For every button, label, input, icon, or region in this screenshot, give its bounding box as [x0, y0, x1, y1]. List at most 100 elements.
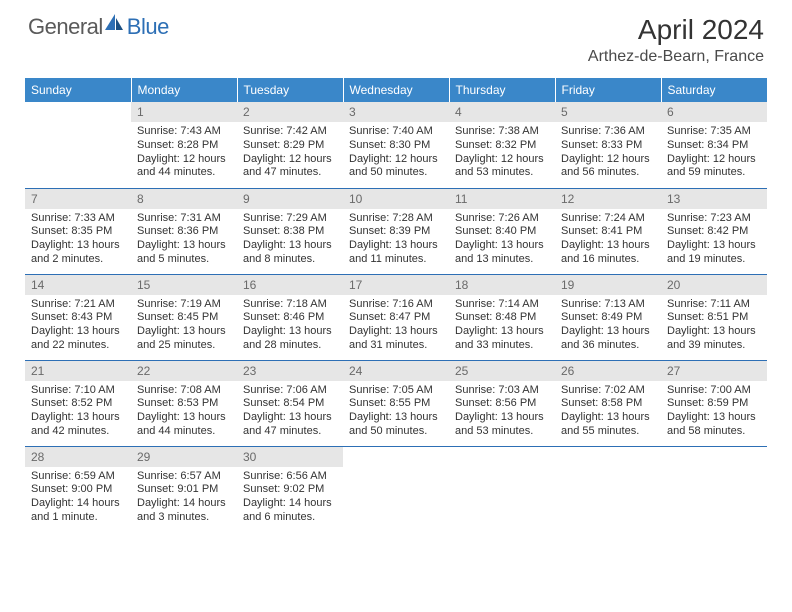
daylight-text: Daylight: 14 hours and 3 minutes. — [137, 497, 231, 525]
day-info: Sunrise: 7:24 AMSunset: 8:41 PMDaylight:… — [555, 209, 661, 271]
sunset-text: Sunset: 8:45 PM — [137, 311, 231, 325]
day-number: 14 — [25, 275, 131, 295]
sunset-text: Sunset: 8:41 PM — [561, 225, 655, 239]
weekday-header: Sunday — [25, 78, 131, 102]
weekday-header: Monday — [131, 78, 237, 102]
day-info: Sunrise: 7:31 AMSunset: 8:36 PMDaylight:… — [131, 209, 237, 271]
daylight-text: Daylight: 13 hours and 39 minutes. — [667, 325, 761, 353]
daylight-text: Daylight: 12 hours and 50 minutes. — [349, 153, 443, 181]
day-number: 21 — [25, 361, 131, 381]
daylight-text: Daylight: 13 hours and 36 minutes. — [561, 325, 655, 353]
page-title: April 2024 — [588, 14, 764, 46]
sunset-text: Sunset: 8:35 PM — [31, 225, 125, 239]
day-info: Sunrise: 7:33 AMSunset: 8:35 PMDaylight:… — [25, 209, 131, 271]
sunrise-text: Sunrise: 7:21 AM — [31, 298, 125, 312]
calendar-cell: . — [25, 102, 131, 188]
sunrise-text: Sunrise: 6:57 AM — [137, 470, 231, 484]
day-info: Sunrise: 7:05 AMSunset: 8:55 PMDaylight:… — [343, 381, 449, 443]
day-number: 1 — [131, 102, 237, 122]
calendar-body: .1Sunrise: 7:43 AMSunset: 8:28 PMDayligh… — [25, 102, 767, 532]
calendar-cell: 29Sunrise: 6:57 AMSunset: 9:01 PMDayligh… — [131, 446, 237, 532]
calendar-cell: 8Sunrise: 7:31 AMSunset: 8:36 PMDaylight… — [131, 188, 237, 274]
sunset-text: Sunset: 8:52 PM — [31, 397, 125, 411]
sunset-text: Sunset: 8:29 PM — [243, 139, 337, 153]
calendar-cell: 7Sunrise: 7:33 AMSunset: 8:35 PMDaylight… — [25, 188, 131, 274]
calendar-cell: 23Sunrise: 7:06 AMSunset: 8:54 PMDayligh… — [237, 360, 343, 446]
title-block: April 2024 Arthez-de-Bearn, France — [588, 14, 764, 66]
brand-logo: General Blue — [28, 14, 169, 40]
weekday-header: Tuesday — [237, 78, 343, 102]
daylight-text: Daylight: 13 hours and 33 minutes. — [455, 325, 549, 353]
calendar-cell: 18Sunrise: 7:14 AMSunset: 8:48 PMDayligh… — [449, 274, 555, 360]
sunrise-text: Sunrise: 7:35 AM — [667, 125, 761, 139]
calendar-cell: 4Sunrise: 7:38 AMSunset: 8:32 PMDaylight… — [449, 102, 555, 188]
sunset-text: Sunset: 8:47 PM — [349, 311, 443, 325]
calendar-cell: 24Sunrise: 7:05 AMSunset: 8:55 PMDayligh… — [343, 360, 449, 446]
daylight-text: Daylight: 13 hours and 11 minutes. — [349, 239, 443, 267]
calendar-row: 14Sunrise: 7:21 AMSunset: 8:43 PMDayligh… — [25, 274, 767, 360]
day-number: 28 — [25, 447, 131, 467]
day-info: Sunrise: 7:38 AMSunset: 8:32 PMDaylight:… — [449, 122, 555, 184]
calendar-table: SundayMondayTuesdayWednesdayThursdayFrid… — [25, 78, 767, 532]
day-info: Sunrise: 7:40 AMSunset: 8:30 PMDaylight:… — [343, 122, 449, 184]
sunrise-text: Sunrise: 7:42 AM — [243, 125, 337, 139]
daylight-text: Daylight: 14 hours and 1 minute. — [31, 497, 125, 525]
sunrise-text: Sunrise: 7:02 AM — [561, 384, 655, 398]
daylight-text: Daylight: 13 hours and 2 minutes. — [31, 239, 125, 267]
sunrise-text: Sunrise: 7:05 AM — [349, 384, 443, 398]
sunset-text: Sunset: 8:32 PM — [455, 139, 549, 153]
day-info: Sunrise: 7:02 AMSunset: 8:58 PMDaylight:… — [555, 381, 661, 443]
weekday-header: Saturday — [661, 78, 767, 102]
calendar-cell: 9Sunrise: 7:29 AMSunset: 8:38 PMDaylight… — [237, 188, 343, 274]
calendar-cell: 3Sunrise: 7:40 AMSunset: 8:30 PMDaylight… — [343, 102, 449, 188]
calendar-cell: 17Sunrise: 7:16 AMSunset: 8:47 PMDayligh… — [343, 274, 449, 360]
day-number: 24 — [343, 361, 449, 381]
day-number: 5 — [555, 102, 661, 122]
daylight-text: Daylight: 13 hours and 16 minutes. — [561, 239, 655, 267]
calendar-cell: 16Sunrise: 7:18 AMSunset: 8:46 PMDayligh… — [237, 274, 343, 360]
sunset-text: Sunset: 8:54 PM — [243, 397, 337, 411]
header: General Blue April 2024 Arthez-de-Bearn,… — [0, 0, 792, 72]
day-number: 27 — [661, 361, 767, 381]
calendar-cell: . — [343, 446, 449, 532]
day-number: 10 — [343, 189, 449, 209]
sunset-text: Sunset: 8:48 PM — [455, 311, 549, 325]
sunrise-text: Sunrise: 7:26 AM — [455, 212, 549, 226]
day-info: Sunrise: 7:18 AMSunset: 8:46 PMDaylight:… — [237, 295, 343, 357]
day-info: Sunrise: 7:14 AMSunset: 8:48 PMDaylight:… — [449, 295, 555, 357]
day-number: 25 — [449, 361, 555, 381]
calendar-cell: 25Sunrise: 7:03 AMSunset: 8:56 PMDayligh… — [449, 360, 555, 446]
calendar-cell: . — [449, 446, 555, 532]
calendar-cell: 5Sunrise: 7:36 AMSunset: 8:33 PMDaylight… — [555, 102, 661, 188]
sunrise-text: Sunrise: 7:38 AM — [455, 125, 549, 139]
daylight-text: Daylight: 13 hours and 47 minutes. — [243, 411, 337, 439]
day-info: Sunrise: 6:57 AMSunset: 9:01 PMDaylight:… — [131, 467, 237, 529]
calendar-cell: . — [661, 446, 767, 532]
daylight-text: Daylight: 13 hours and 22 minutes. — [31, 325, 125, 353]
weekday-header: Friday — [555, 78, 661, 102]
calendar-cell: 15Sunrise: 7:19 AMSunset: 8:45 PMDayligh… — [131, 274, 237, 360]
sunset-text: Sunset: 8:58 PM — [561, 397, 655, 411]
calendar-cell: 1Sunrise: 7:43 AMSunset: 8:28 PMDaylight… — [131, 102, 237, 188]
calendar-cell: 21Sunrise: 7:10 AMSunset: 8:52 PMDayligh… — [25, 360, 131, 446]
calendar-row: 28Sunrise: 6:59 AMSunset: 9:00 PMDayligh… — [25, 446, 767, 532]
day-info: Sunrise: 7:11 AMSunset: 8:51 PMDaylight:… — [661, 295, 767, 357]
daylight-text: Daylight: 13 hours and 5 minutes. — [137, 239, 231, 267]
sunset-text: Sunset: 8:34 PM — [667, 139, 761, 153]
day-info: Sunrise: 7:10 AMSunset: 8:52 PMDaylight:… — [25, 381, 131, 443]
day-info: Sunrise: 7:28 AMSunset: 8:39 PMDaylight:… — [343, 209, 449, 271]
day-number: 30 — [237, 447, 343, 467]
calendar-cell: 19Sunrise: 7:13 AMSunset: 8:49 PMDayligh… — [555, 274, 661, 360]
calendar-row: 21Sunrise: 7:10 AMSunset: 8:52 PMDayligh… — [25, 360, 767, 446]
sunrise-text: Sunrise: 7:28 AM — [349, 212, 443, 226]
day-info: Sunrise: 7:43 AMSunset: 8:28 PMDaylight:… — [131, 122, 237, 184]
calendar-cell: 12Sunrise: 7:24 AMSunset: 8:41 PMDayligh… — [555, 188, 661, 274]
daylight-text: Daylight: 13 hours and 19 minutes. — [667, 239, 761, 267]
sunrise-text: Sunrise: 7:13 AM — [561, 298, 655, 312]
daylight-text: Daylight: 13 hours and 13 minutes. — [455, 239, 549, 267]
sunset-text: Sunset: 8:43 PM — [31, 311, 125, 325]
sunset-text: Sunset: 9:02 PM — [243, 483, 337, 497]
location-subtitle: Arthez-de-Bearn, France — [588, 48, 764, 66]
sunset-text: Sunset: 8:51 PM — [667, 311, 761, 325]
sunrise-text: Sunrise: 7:40 AM — [349, 125, 443, 139]
